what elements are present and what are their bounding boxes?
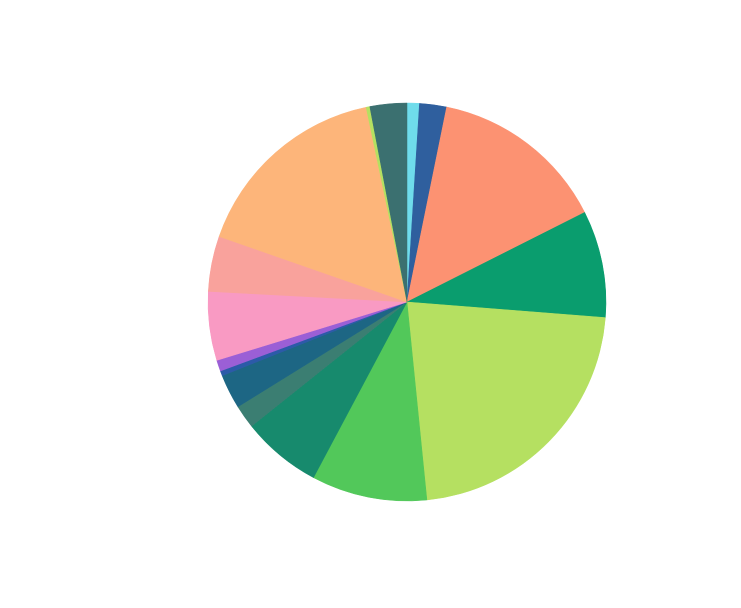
pie-slice [406,301,606,501]
pie-slice [369,102,408,303]
pie-slice [406,106,586,303]
pie-slice [406,212,607,318]
pie-slice [218,106,408,303]
pie-slice [313,301,428,502]
